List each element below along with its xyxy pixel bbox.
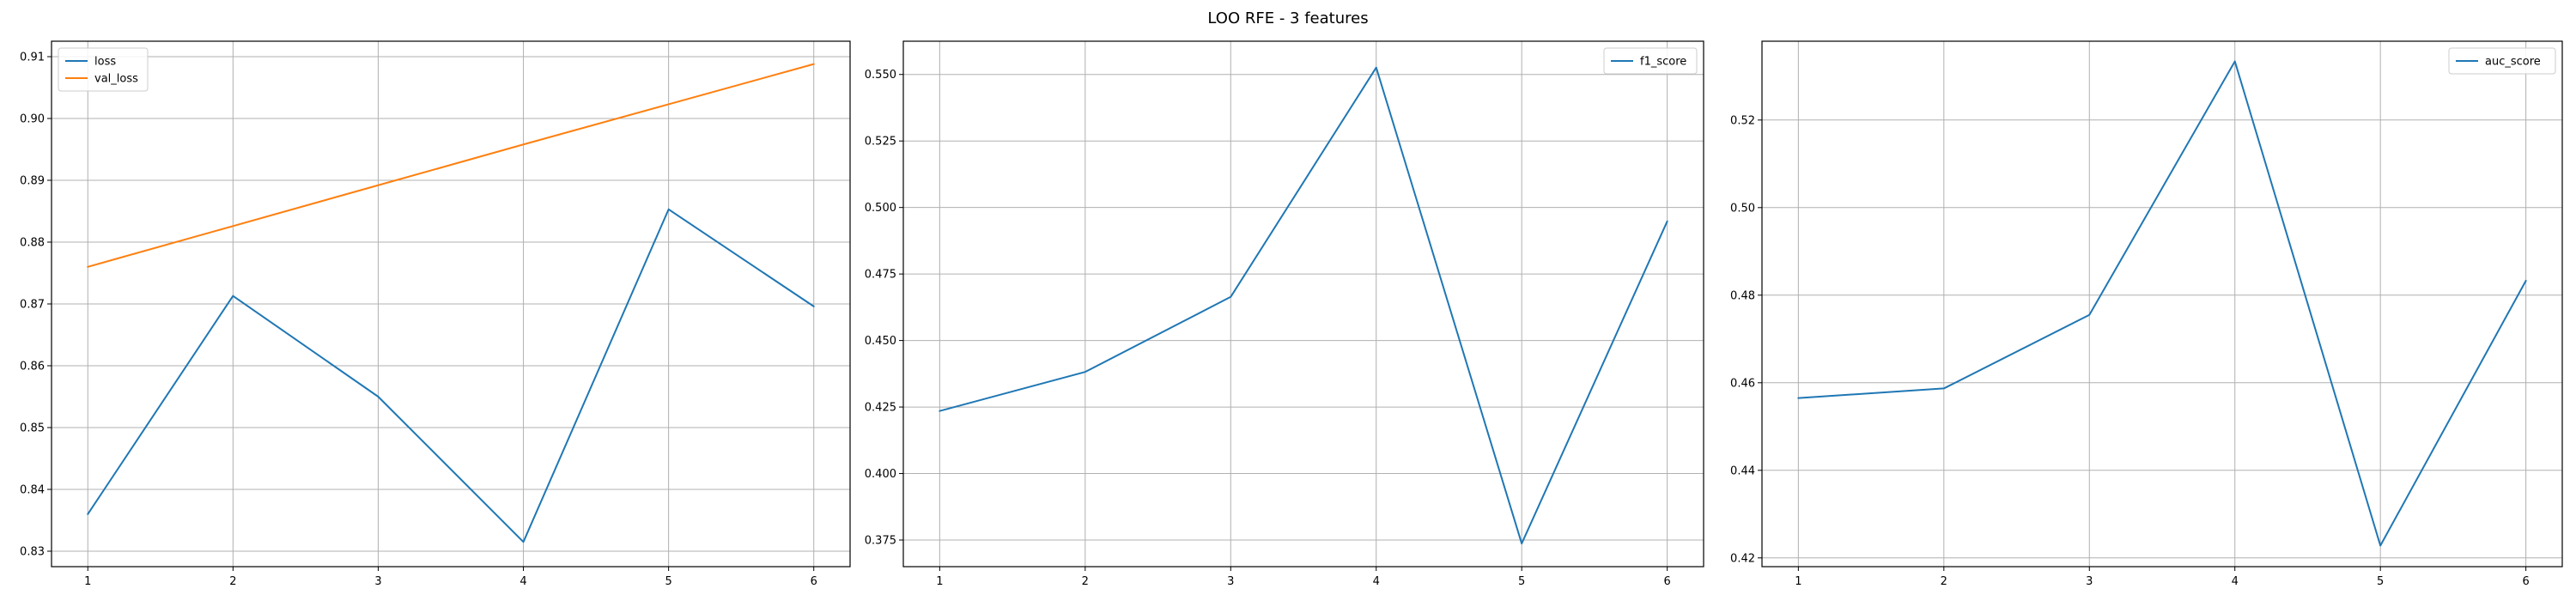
x-tick-label: 5 <box>2377 575 2384 588</box>
x-tick-label: 2 <box>1941 575 1947 588</box>
chart-panel-3: 1 2 3 4 5 6 0.42 0.44 0.46 0.48 0.50 0.52 auc_score <box>1730 40 2563 588</box>
y-tick-label: 0.83 <box>20 546 45 559</box>
legend-box <box>1603 47 1698 75</box>
y-tick-label: 0.84 <box>20 484 45 497</box>
x-tick-label: 1 <box>936 575 943 588</box>
legend-label: val_loss <box>94 73 138 86</box>
y-tick-label: 0.52 <box>1730 114 1755 127</box>
x-tick-label: 6 <box>811 575 817 588</box>
x-tick-label: 5 <box>665 575 671 588</box>
series-line-f1_score <box>939 66 1668 545</box>
legend: f1_score <box>1603 47 1698 75</box>
x-tick-label: 4 <box>1373 575 1380 588</box>
series-line-auc_score <box>1797 60 2527 547</box>
y-tick-label: 0.425 <box>865 402 896 415</box>
x-tick-label: 1 <box>84 575 91 588</box>
axes-frame <box>1761 40 2563 568</box>
y-tick-label: 0.48 <box>1730 289 1755 302</box>
y-tick-label: 0.44 <box>1730 464 1755 477</box>
y-tick-label: 0.500 <box>865 202 896 215</box>
x-tick-label: 3 <box>2086 575 2093 588</box>
x-tick-label: 3 <box>1227 575 1234 588</box>
y-tick-label: 0.375 <box>865 535 896 548</box>
legend-label: auc_score <box>2485 56 2541 69</box>
x-tick-label: 2 <box>1082 575 1089 588</box>
chart-panel-2: 1 2 3 4 5 6 0.375 0.400 0.425 0.450 0.475 0.500 0.52… <box>865 40 1704 588</box>
y-tick-label: 0.50 <box>1730 202 1755 215</box>
legend-label: loss <box>94 56 116 69</box>
figure-title: LOO RFE - 3 features <box>1207 9 1368 27</box>
legend: loss val_loss <box>58 47 149 92</box>
x-tick-label: 3 <box>374 575 381 588</box>
x-tick-label: 2 <box>229 575 236 588</box>
x-tick-label: 4 <box>2232 575 2239 588</box>
y-tick-label: 0.87 <box>20 299 45 312</box>
y-tick-label: 0.400 <box>865 468 896 481</box>
legend-box <box>2448 47 2556 75</box>
axes-frame <box>902 40 1704 568</box>
y-tick-label: 0.525 <box>865 136 896 149</box>
series-line-val_loss <box>87 63 815 268</box>
x-tick-label: 5 <box>1518 575 1525 588</box>
legend-box <box>58 47 149 92</box>
x-tick-label: 4 <box>519 575 526 588</box>
y-tick-label: 0.89 <box>20 175 45 188</box>
y-tick-label: 0.90 <box>20 113 45 126</box>
chart-panel-1: 1 2 3 4 5 6 0.83 0.84 0.85 0.86 0.87 0.88 0.89 0.90 0.… <box>20 40 851 588</box>
y-tick-label: 0.85 <box>20 422 45 435</box>
y-tick-label: 0.88 <box>20 237 45 250</box>
y-tick-label: 0.550 <box>865 69 896 82</box>
y-tick-label: 0.46 <box>1730 377 1755 390</box>
series-line-loss <box>87 208 815 543</box>
y-tick-label: 0.86 <box>20 361 45 373</box>
x-tick-label: 1 <box>1795 575 1801 588</box>
legend-label: f1_score <box>1640 56 1686 69</box>
y-tick-label: 0.42 <box>1730 552 1755 565</box>
charts-layer: 1 2 3 4 5 6 0.83 0.84 0.85 0.86 0.87 0.88 0.89 0.90 0.… <box>20 40 2563 588</box>
legend: auc_score <box>2448 47 2556 75</box>
y-tick-label: 0.475 <box>865 269 896 282</box>
x-tick-label: 6 <box>2522 575 2529 588</box>
x-tick-label: 6 <box>1663 575 1670 588</box>
y-tick-label: 0.91 <box>20 52 45 64</box>
y-tick-label: 0.450 <box>865 335 896 348</box>
